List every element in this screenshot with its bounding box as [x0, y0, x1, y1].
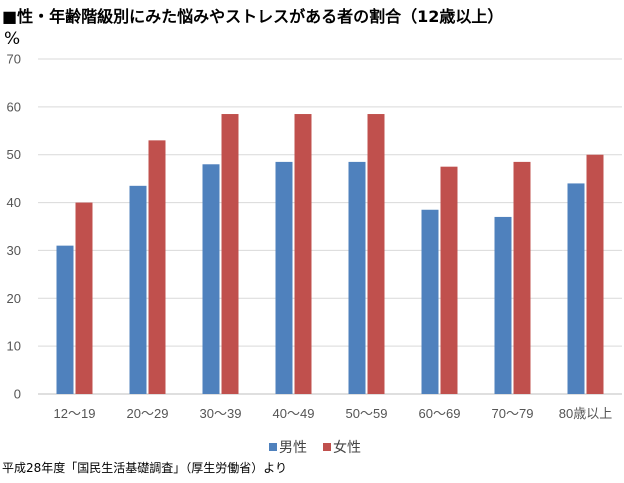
bar-male	[348, 161, 366, 394]
bar-female	[513, 161, 531, 394]
y-tick-label: 50	[7, 147, 21, 162]
bar-female	[586, 154, 604, 394]
y-tick-label: 70	[7, 52, 21, 67]
y-tick-label: 30	[7, 243, 21, 258]
bar-male	[202, 164, 220, 394]
y-tick-label: 0	[14, 387, 21, 402]
bars	[56, 114, 604, 395]
legend: 男性 女性	[269, 439, 361, 456]
y-tick-label: 40	[7, 195, 21, 210]
bar-male	[129, 185, 147, 394]
gridlines	[38, 58, 622, 395]
x-tick-label: 70〜79	[492, 406, 534, 421]
x-tick-label: 60〜69	[419, 406, 461, 421]
bar-male	[275, 161, 293, 394]
x-tick-label: 80歳以上	[559, 406, 612, 421]
x-tick-label: 12〜19	[54, 406, 96, 421]
x-tick-label: 20〜29	[127, 406, 169, 421]
bar-female	[221, 114, 239, 395]
legend-swatch	[269, 443, 277, 451]
bar-male	[567, 183, 585, 394]
legend-label: 男性	[279, 440, 307, 456]
y-tick-label: 10	[7, 339, 21, 354]
y-tick-label: 20	[7, 291, 21, 306]
legend-label: 女性	[333, 439, 361, 456]
source-note: 平成28年度「国民生活基礎調査」（厚生労働省）より	[2, 461, 288, 475]
y-tick-label: 60	[7, 99, 21, 114]
bar-female	[148, 140, 166, 394]
bar-male	[494, 216, 512, 394]
tick-labels: 0 10 20 30 40 50 60 70 12〜19 20〜29 30〜39 40〜49 50〜59…	[7, 52, 613, 422]
y-unit-label: %	[4, 29, 21, 49]
bar-female	[440, 166, 458, 394]
x-tick-label: 50〜59	[346, 406, 388, 421]
bar-female	[367, 114, 385, 395]
chart-title: ■性・年齢階級別にみた悩みやストレスがある者の割合（12歳以上）	[2, 7, 504, 26]
bar-female	[294, 114, 312, 395]
x-tick-label: 30〜39	[200, 406, 242, 421]
bar-male	[56, 245, 74, 394]
bar-male	[421, 209, 439, 394]
x-tick-label: 40〜49	[273, 406, 315, 421]
legend-swatch	[323, 443, 331, 451]
bar-female	[75, 202, 93, 394]
